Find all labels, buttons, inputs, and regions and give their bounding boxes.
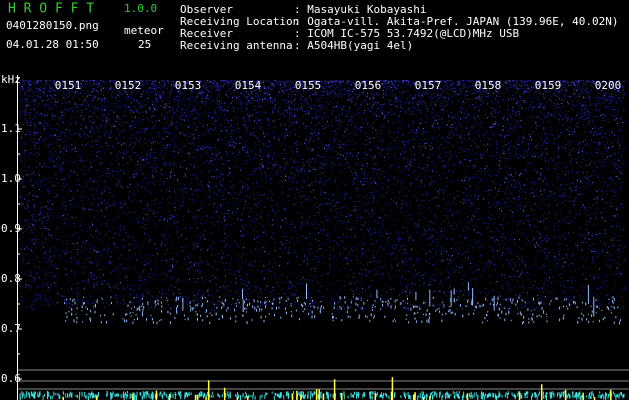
frequency-label: 1.1	[1, 122, 21, 135]
frequency-label: 0.9	[1, 222, 21, 235]
info-value: : Ogata-vill. Akita-Pref. JAPAN (139.96E…	[294, 15, 619, 28]
axis-unit: kHz	[1, 73, 21, 86]
frequency-label: 1.0	[1, 172, 21, 185]
filename: 0401280150.png	[6, 19, 99, 32]
time-label: 0154	[235, 79, 262, 92]
info-label: Receiving Location	[180, 15, 299, 28]
time-label: 0158	[475, 79, 502, 92]
time-label: 0153	[175, 79, 202, 92]
info-value: : ICOM IC-575 53.7492(@LCD)MHz USB	[294, 27, 520, 40]
datetime: 04.01.28 01:50	[6, 38, 99, 51]
axes: kHz 1.1 1.0 0.9 0.8 0.7 0.6 0151 0152 0153 0154 015…	[1, 73, 621, 400]
info-value: : Masayuki Kobayashi	[294, 3, 426, 16]
meteor-label: meteor	[124, 24, 164, 37]
time-label: 0200	[595, 79, 622, 92]
app-version: 1.0.0	[124, 2, 157, 15]
frequency-label: 0.6	[1, 372, 21, 385]
time-label: 0156	[355, 79, 382, 92]
time-label: 0155	[295, 79, 322, 92]
time-label: 0151	[55, 79, 82, 92]
info-label: Receiver	[180, 27, 233, 40]
meteor-spikes	[62, 377, 612, 400]
noise-deep	[19, 80, 625, 311]
spectrogram	[18, 80, 629, 400]
meteor-count: 25	[138, 38, 151, 51]
time-label: 0157	[415, 79, 442, 92]
frequency-label: 0.8	[1, 272, 21, 285]
info-label: Receiving antenna	[180, 39, 293, 52]
time-label: 0159	[535, 79, 562, 92]
noise-cyan	[19, 391, 625, 400]
time-label: 0152	[115, 79, 142, 92]
frequency-label: 0.7	[1, 322, 21, 335]
info-value: : A504HB(yagi 4el)	[294, 39, 413, 52]
info-label: Observer	[180, 3, 233, 16]
app-name: H R O F F T	[8, 2, 94, 17]
